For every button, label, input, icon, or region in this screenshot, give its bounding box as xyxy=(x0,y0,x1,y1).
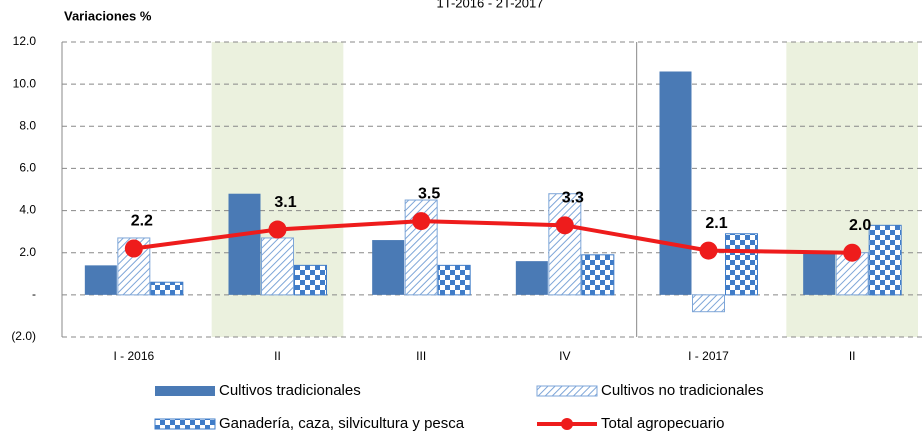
y-tick-label: (2.0) xyxy=(11,329,36,343)
line-point xyxy=(843,243,862,262)
y-tick-label: 4.0 xyxy=(19,203,36,217)
line-point xyxy=(555,216,574,235)
bar xyxy=(515,261,548,295)
bar xyxy=(150,281,184,296)
legend-label: Cultivos tradicionales xyxy=(219,382,361,399)
line-point xyxy=(124,239,143,258)
bar xyxy=(692,294,725,313)
legend-swatch xyxy=(536,385,598,397)
y-axis-label: Variaciones % xyxy=(64,8,152,23)
x-tick-label: II xyxy=(849,349,856,363)
line xyxy=(133,219,853,255)
y-tick-label: 8.0 xyxy=(19,118,36,132)
bar xyxy=(548,193,582,296)
line-point xyxy=(268,220,287,239)
y-tick-label: 6.0 xyxy=(19,161,36,175)
bar xyxy=(261,237,294,296)
bar xyxy=(581,254,615,296)
bar xyxy=(228,193,261,295)
data-label: 2.0 xyxy=(849,217,871,234)
line-point xyxy=(699,241,718,260)
legend-swatch xyxy=(155,386,215,396)
legend-label: Cultivos no tradicionales xyxy=(601,382,764,399)
y-tick-label: 2.0 xyxy=(19,245,36,259)
data-label: 3.3 xyxy=(562,190,584,207)
y-tick-label: 10.0 xyxy=(13,76,37,90)
x-tick-label: I - 2017 xyxy=(688,349,729,363)
legend-label: Ganadería, caza, silvicultura y pesca xyxy=(219,415,465,432)
legend-swatch xyxy=(154,418,216,430)
bar xyxy=(84,265,117,295)
data-label: 2.1 xyxy=(705,215,727,232)
bar xyxy=(725,233,758,296)
bar xyxy=(868,224,902,296)
chart-title: 1T-2016 - 2T-2017 xyxy=(437,0,544,10)
bar xyxy=(659,71,692,295)
x-tick-label: I - 2016 xyxy=(113,349,154,363)
legend-swatch-dot xyxy=(561,418,573,430)
y-tick-label: 12.0 xyxy=(13,34,37,48)
data-label: 3.1 xyxy=(274,194,296,211)
legend-label: Total agropecuario xyxy=(601,415,724,432)
bar xyxy=(294,264,327,296)
x-tick-label: IV xyxy=(559,349,570,363)
data-label: 2.2 xyxy=(131,213,153,230)
bar xyxy=(372,240,405,295)
x-tick-label: III xyxy=(416,349,426,363)
bar xyxy=(803,252,836,295)
y-tick-label: - xyxy=(32,287,36,301)
bar xyxy=(437,264,471,296)
data-label: 3.5 xyxy=(418,185,440,202)
line-point xyxy=(412,212,431,231)
x-tick-label: II xyxy=(274,349,281,363)
